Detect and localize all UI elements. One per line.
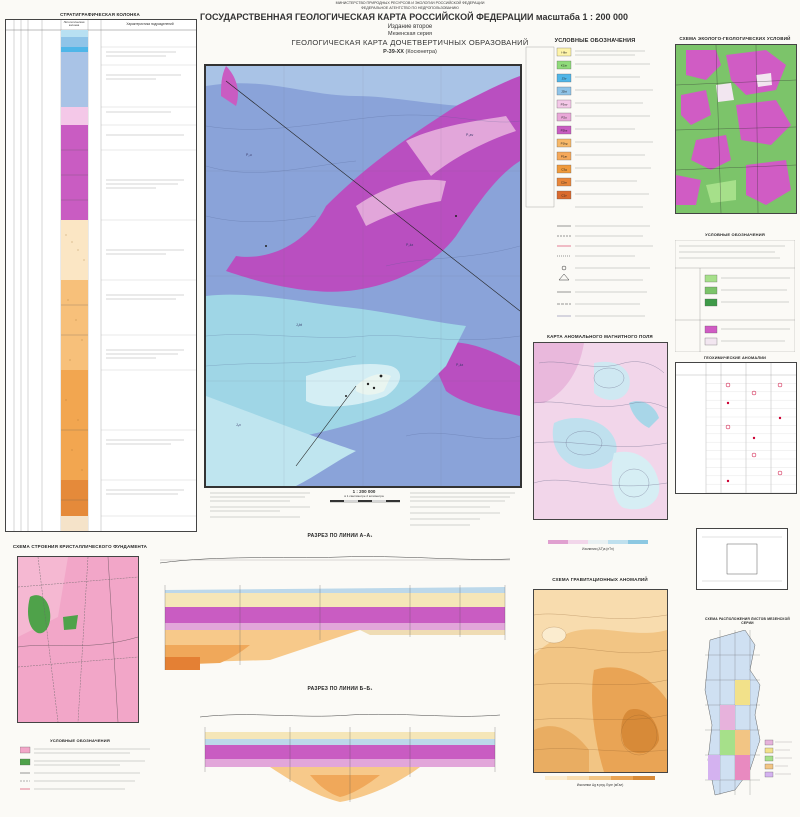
main-geological-map[interactable]: P₂u P₂kz J₂bt P₂kz J₃v P₃sv — [204, 64, 522, 488]
legend-swatch — [556, 86, 572, 96]
section-b-graphic — [200, 713, 500, 802]
svg-text:J₂bt: J₂bt — [296, 323, 302, 327]
scale-bar — [330, 500, 400, 503]
series-label: Мезенская серия — [388, 31, 432, 37]
location-scheme-graphic — [704, 630, 792, 796]
section-b-title: РАЗРЕЗ ПО ЛИНИИ Б–Б₁ — [307, 686, 373, 692]
ecology-title: СХЕМА ЭКОЛОГО-ГЕОЛОГИЧЕСКИХ УСЛОВИЙ — [679, 36, 791, 41]
legend-swatch — [556, 125, 572, 135]
legend-swatch-code: P2u — [561, 116, 567, 120]
sheet-code: P-39-XX — [383, 49, 404, 55]
legend-title: УСЛОВНЫЕ ОБОЗНАЧЕНИЯ — [554, 38, 636, 44]
gravity-scale-bar — [545, 776, 655, 780]
magnetic-scale-bar — [548, 540, 648, 544]
edition-label: Издание второе — [387, 24, 433, 30]
map-scale: 1 : 200 000 — [352, 489, 376, 494]
legend-graphic: I-IIbr K1kr J3v J2bt P3sv P2u P2kz P1kg P1ar C3g C… — [525, 46, 653, 317]
legend-swatch-code: P1ar — [561, 155, 567, 159]
section-a-title: РАЗРЕЗ ПО ЛИНИИ А–А₁ — [307, 533, 373, 539]
legend-swatch-code: I-IIbr — [561, 51, 567, 55]
svg-text:J₃v: J₃v — [236, 423, 241, 427]
ministry-line-2: ФЕДЕРАЛЬНОЕ АГЕНТСТВО ПО НЕДРОПОЛЬЗОВАНИ… — [361, 6, 459, 10]
crystalline-map-graphic — [18, 557, 138, 722]
location-inset-graphic — [702, 536, 782, 582]
ecology-legend — [675, 240, 795, 352]
legend-swatch — [556, 151, 572, 161]
ecology-legend-graphic — [675, 240, 795, 352]
geochem-table-graphic — [676, 363, 796, 493]
crystalline-legend-title: УСЛОВНЫЕ ОБОЗНАЧЕНИЯ — [50, 738, 110, 743]
legend-swatch-code: C2m — [561, 181, 568, 185]
svg-text:P₂kz: P₂kz — [406, 243, 413, 247]
ecology-map[interactable] — [675, 44, 797, 214]
map-notes-left — [210, 492, 310, 518]
strat-column — [5, 19, 197, 532]
main-title: ГОСУДАРСТВЕННАЯ ГЕОЛОГИЧЕСКАЯ КАРТА РОСС… — [200, 12, 628, 22]
strat-col-header-description: Характеристика подразделений — [126, 22, 174, 26]
strat-column-title: СТРАТИГРАФИЧЕСКАЯ КОЛОНКА — [60, 12, 140, 17]
legend-swatch — [556, 138, 572, 148]
location-scheme-title: СХЕМА РАСПОЛОЖЕНИЯ ЛИСТОВ МЕЗЕНСКОЙ СЕРИ… — [705, 617, 790, 625]
crystalline-legend-graphic — [20, 746, 150, 790]
legend-swatch-code: P3sv — [561, 103, 568, 107]
magnetic-title: КАРТА АНОМАЛЬНОГО МАГНИТНОГО ПОЛЯ — [547, 334, 653, 339]
strat-col-header-lithology: Литологическая колонка — [63, 20, 85, 28]
svg-text:P₂u: P₂u — [246, 153, 252, 157]
legend-swatch — [556, 112, 572, 122]
crystalline-title: СХЕМА СТРОЕНИЯ КРИСТАЛЛИЧЕСКОГО ФУНДАМЕН… — [12, 544, 148, 549]
legend-swatch — [556, 190, 572, 200]
gravity-map[interactable] — [533, 589, 668, 773]
legend-swatch-code: J3v — [562, 77, 567, 81]
section-a-profile[interactable] — [160, 545, 510, 675]
svg-text:P₃sv: P₃sv — [466, 133, 474, 137]
main-map-graphic: P₂u P₂kz J₂bt P₂kz J₃v P₃sv — [206, 66, 520, 486]
magnetic-scale-caption: Изолинии (ΔT)а (нТл) — [582, 547, 614, 551]
magnetic-map-graphic — [534, 343, 667, 519]
legend-swatch-code: J2bt — [561, 90, 567, 94]
legend-swatch — [556, 99, 572, 109]
magnetic-map[interactable] — [533, 342, 668, 520]
map-title: ГЕОЛОГИЧЕСКАЯ КАРТА ДОЧЕТВЕРТИЧНЫХ ОБРАЗ… — [291, 38, 529, 47]
geochem-table — [675, 362, 797, 494]
gravity-scale-caption: Изолинии Δg в ред. Буге (мГал) — [576, 783, 624, 787]
gravity-title: СХЕМА ГРАВИТАЦИОННЫХ АНОМАЛИЙ — [552, 577, 648, 582]
legend-swatch — [556, 47, 572, 57]
legend-swatch — [556, 73, 572, 83]
legend-swatch-code: C1v — [561, 194, 567, 198]
legend-swatch — [556, 177, 572, 187]
ecology-legend-title: УСЛОВНЫЕ ОБОЗНАЧЕНИЯ — [705, 232, 765, 237]
legend-swatch — [556, 60, 572, 70]
map-scale-note: в 1 сантиметре 2 километра — [344, 494, 384, 498]
svg-text:P₂kz: P₂kz — [456, 363, 463, 367]
section-b-profile[interactable] — [200, 697, 500, 812]
sheet-label: P-39-XX (Косюнетра) — [320, 49, 500, 55]
location-scheme-map[interactable] — [700, 630, 795, 800]
legend-swatch-code: K1kr — [561, 64, 567, 68]
legend-swatch-code: C3g — [561, 168, 567, 172]
legend-swatch — [556, 164, 572, 174]
crystalline-legend — [20, 745, 160, 800]
location-inset-box — [696, 528, 788, 590]
ecology-map-graphic — [676, 45, 796, 213]
gravity-map-graphic — [534, 590, 667, 772]
legend-swatch-code: P1kg — [561, 142, 568, 146]
map-notes-right — [410, 492, 515, 526]
geochem-title: ГЕОХИМИЧЕСКИЕ АНОМАЛИИ — [703, 356, 767, 360]
strat-column-graphic — [6, 20, 196, 531]
sheet-name: (Косюнетра) — [405, 49, 437, 55]
legend-panel: I-IIbr K1kr J3v J2bt P3sv P2u P2kz P1kg P1ar C3g C… — [525, 46, 665, 331]
ministry-line-1: МИНИСТЕРСТВО ПРИРОДНЫХ РЕСУРСОВ И ЭКОЛОГ… — [335, 1, 485, 5]
section-a-graphic — [160, 556, 510, 670]
crystalline-map[interactable] — [17, 556, 139, 723]
legend-swatch-code: P2kz — [561, 129, 568, 133]
